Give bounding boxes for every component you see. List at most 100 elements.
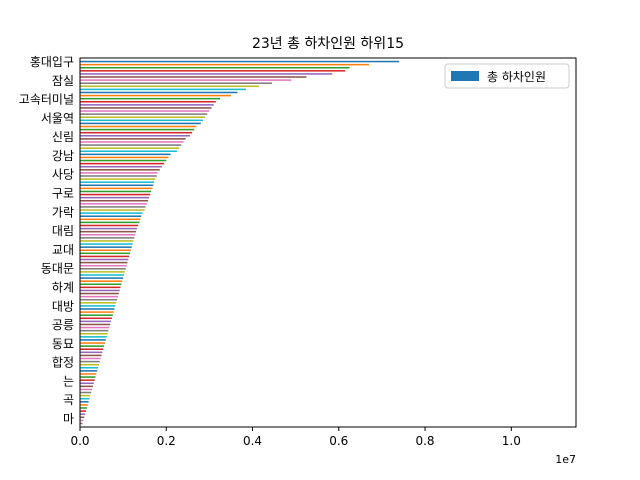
category-label-11: 동대문 bbox=[41, 262, 74, 276]
bar-38 bbox=[80, 178, 155, 180]
bar-90 bbox=[80, 339, 106, 341]
bar-107 bbox=[80, 392, 91, 394]
bar-73 bbox=[80, 287, 121, 289]
bar-36 bbox=[80, 172, 158, 174]
bar-65 bbox=[80, 262, 127, 264]
x-tick-label-1: 0.2 bbox=[157, 434, 176, 448]
bar-6 bbox=[80, 79, 291, 81]
bar-63 bbox=[80, 256, 129, 258]
bar-75 bbox=[80, 293, 119, 295]
bar-60 bbox=[80, 246, 132, 248]
bar-18 bbox=[80, 116, 205, 118]
bar-40 bbox=[80, 185, 153, 187]
bar-87 bbox=[80, 330, 108, 332]
bar-92 bbox=[80, 345, 104, 347]
category-label-1: 잠실 bbox=[52, 74, 74, 88]
bar-70 bbox=[80, 277, 123, 279]
bar-5 bbox=[80, 76, 306, 78]
bar-104 bbox=[80, 382, 94, 384]
bar-55 bbox=[80, 231, 136, 233]
category-label-0: 홍대입구 bbox=[30, 55, 74, 69]
category-label-9: 대림 bbox=[52, 224, 74, 238]
category-label-2: 고속터미널 bbox=[19, 93, 74, 107]
bar-11 bbox=[80, 95, 231, 97]
legend-swatch bbox=[451, 71, 479, 81]
bar-45 bbox=[80, 200, 148, 202]
bar-34 bbox=[80, 166, 162, 168]
bar-115 bbox=[80, 416, 84, 418]
bar-33 bbox=[80, 163, 164, 165]
bar-83 bbox=[80, 318, 112, 320]
bar-41 bbox=[80, 188, 152, 190]
bar-89 bbox=[80, 336, 107, 338]
bar-84 bbox=[80, 321, 111, 323]
bar-54 bbox=[80, 228, 137, 230]
bar-14 bbox=[80, 104, 214, 106]
bar-13 bbox=[80, 101, 216, 103]
bar-29 bbox=[80, 150, 177, 152]
bar-69 bbox=[80, 274, 124, 276]
bar-12 bbox=[80, 98, 220, 100]
category-label-19: 마 bbox=[63, 412, 74, 426]
bar-27 bbox=[80, 144, 181, 146]
bar-93 bbox=[80, 348, 103, 350]
bar-23 bbox=[80, 132, 192, 134]
bar-4 bbox=[80, 73, 332, 75]
category-label-5: 강남 bbox=[52, 149, 74, 163]
bar-102 bbox=[80, 376, 96, 378]
category-label-13: 대방 bbox=[52, 299, 74, 313]
bar-21 bbox=[80, 126, 196, 128]
bar-67 bbox=[80, 268, 126, 270]
bar-48 bbox=[80, 209, 145, 211]
bar-88 bbox=[80, 333, 108, 335]
bar-47 bbox=[80, 206, 146, 208]
bar-7 bbox=[80, 82, 272, 84]
legend: 총 하차인원 bbox=[445, 64, 569, 88]
bar-114 bbox=[80, 413, 85, 415]
bar-28 bbox=[80, 147, 179, 149]
bar-109 bbox=[80, 398, 89, 400]
category-label-15: 동묘 bbox=[52, 337, 74, 351]
category-label-14: 공릉 bbox=[52, 318, 74, 332]
bar-111 bbox=[80, 404, 88, 406]
bar-106 bbox=[80, 389, 92, 391]
bar-100 bbox=[80, 370, 97, 372]
bar-76 bbox=[80, 296, 118, 298]
bar-108 bbox=[80, 395, 90, 397]
bar-31 bbox=[80, 157, 168, 159]
bar-74 bbox=[80, 290, 120, 292]
category-label-6: 사당 bbox=[52, 168, 74, 182]
bar-51 bbox=[80, 219, 140, 221]
bar-2 bbox=[80, 67, 350, 69]
bar-116 bbox=[80, 420, 83, 422]
bar-19 bbox=[80, 120, 203, 122]
bar-68 bbox=[80, 271, 125, 273]
category-label-10: 교대 bbox=[52, 243, 74, 257]
chart-title: 23년 총 하차인원 하위15 bbox=[252, 36, 404, 52]
bar-39 bbox=[80, 181, 154, 183]
bar-77 bbox=[80, 299, 117, 301]
bar-8 bbox=[80, 86, 259, 88]
bar-66 bbox=[80, 265, 127, 267]
bar-62 bbox=[80, 253, 130, 255]
category-label-16: 합정 bbox=[52, 356, 74, 370]
category-label-8: 가락 bbox=[52, 205, 74, 219]
bar-94 bbox=[80, 352, 102, 354]
category-label-17: 는 bbox=[63, 374, 74, 388]
bar-81 bbox=[80, 311, 114, 313]
bar-85 bbox=[80, 324, 110, 326]
bar-44 bbox=[80, 197, 149, 199]
category-label-3: 서울역 bbox=[41, 111, 74, 125]
bar-71 bbox=[80, 280, 122, 282]
bar-78 bbox=[80, 302, 116, 304]
bar-46 bbox=[80, 203, 147, 205]
bar-16 bbox=[80, 110, 209, 112]
bar-52 bbox=[80, 222, 140, 224]
bar-82 bbox=[80, 314, 113, 316]
bar-43 bbox=[80, 194, 150, 196]
bar-58 bbox=[80, 240, 133, 242]
bar-50 bbox=[80, 215, 141, 217]
bar-9 bbox=[80, 89, 246, 91]
bar-1 bbox=[80, 64, 369, 66]
